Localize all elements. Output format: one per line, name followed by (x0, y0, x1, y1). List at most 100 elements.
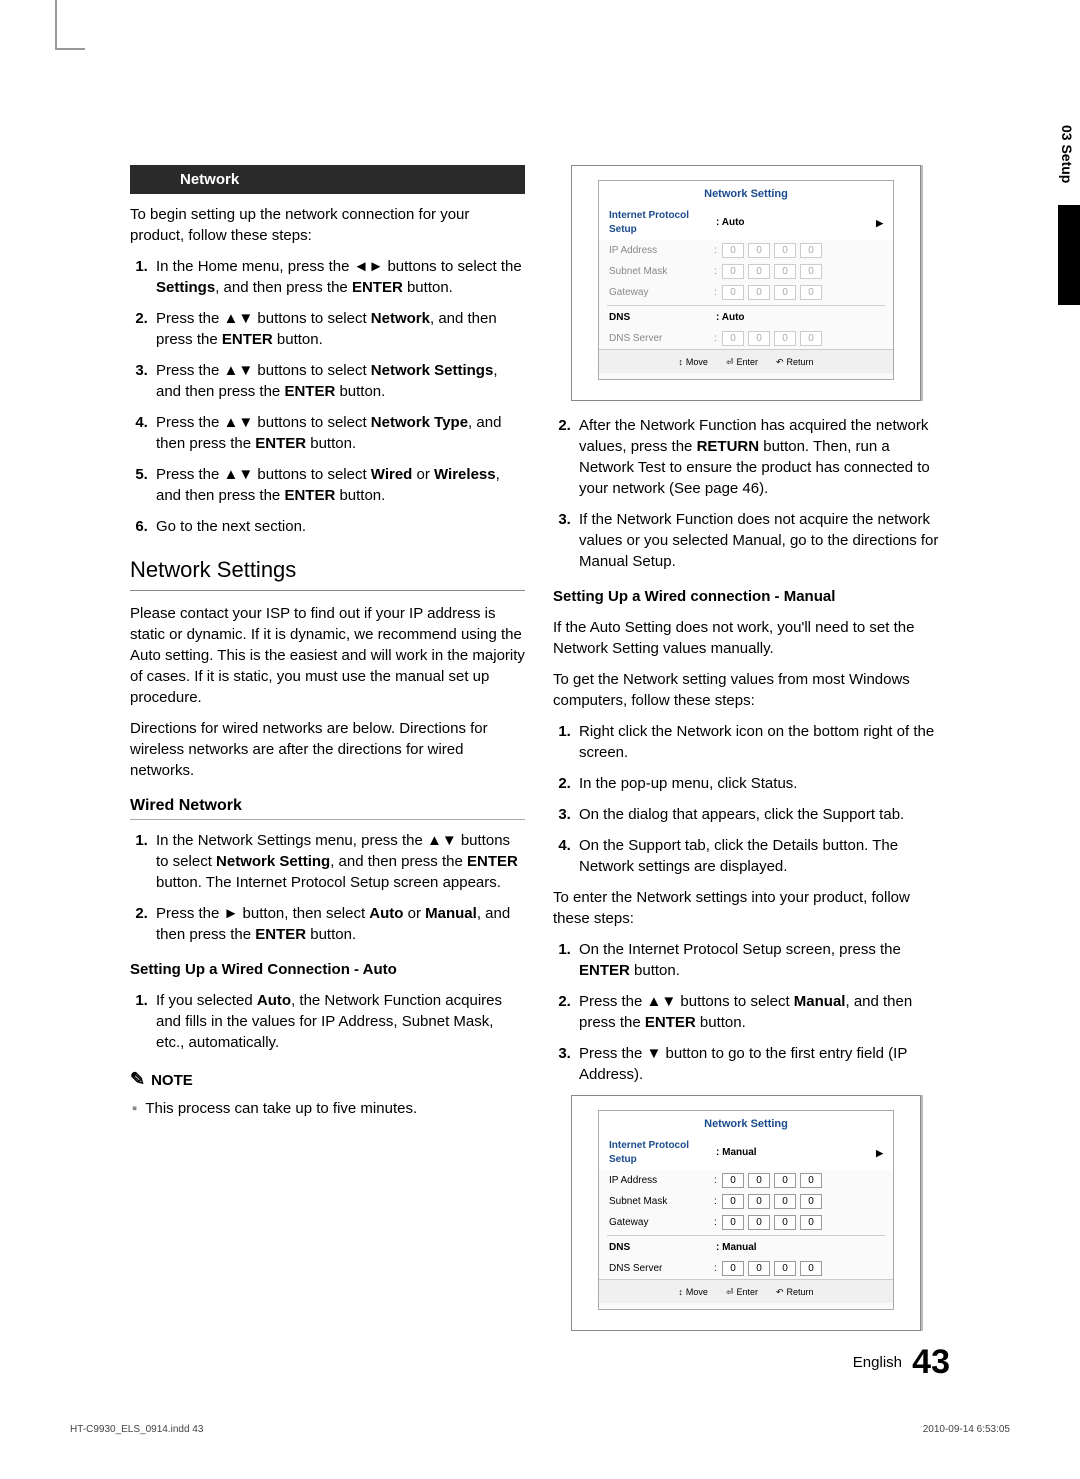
ns-octet[interactable]: 0 (748, 243, 770, 258)
list-item: Press the ▼ button to go to the first en… (575, 1043, 948, 1085)
ns-octet[interactable]: 0 (800, 1261, 822, 1276)
list-item: Press the ▲▼ buttons to select Network S… (152, 360, 525, 402)
list-item: Press the ▲▼ buttons to select Manual, a… (575, 991, 948, 1033)
ns-octet[interactable]: 0 (748, 264, 770, 279)
ns-octet[interactable]: 0 (722, 1215, 744, 1230)
list-item: On the Support tab, click the Details bu… (575, 835, 948, 877)
list-item: Press the ▲▼ buttons to select Network, … (152, 308, 525, 350)
chevron-right-icon[interactable]: ▶ (876, 217, 883, 230)
list-item: Go to the next section. (152, 516, 525, 537)
wired-heading: Wired Network (130, 795, 525, 820)
list-item: If you selected Auto, the Network Functi… (152, 990, 525, 1053)
list-item: Press the ► button, then select Auto or … (152, 903, 525, 945)
print-file: HT-C9930_ELS_0914.indd 43 (70, 1423, 203, 1437)
list-item: In the Network Settings menu, press the … (152, 830, 525, 893)
ns-octet[interactable]: 0 (748, 1194, 770, 1209)
ns-row: Subnet Mask:0000 (599, 261, 893, 282)
ns-octet[interactable]: 0 (722, 1194, 744, 1209)
left-column: Network To begin setting up the network … (130, 165, 525, 1345)
ns-row: Internet Protocol Setup: Manual▶ (599, 1136, 893, 1170)
manual-steps-b: On the Internet Protocol Setup screen, p… (553, 939, 948, 1085)
manual-page: 03 Setup Network To begin setting up the… (0, 0, 1080, 1479)
manual-intro1: If the Auto Setting does not work, you'l… (553, 617, 948, 659)
ns-row: IP Address:0000 (599, 240, 893, 261)
ns-row: Subnet Mask:0000 (599, 1191, 893, 1212)
ns-row: DNS Server:0000 (599, 1258, 893, 1279)
note-heading: ✎NOTE (130, 1067, 525, 1092)
ns-row: DNS Server:0000 (599, 328, 893, 349)
ns-row: Gateway:0000 (599, 282, 893, 303)
side-tab: 03 Setup (1045, 125, 1080, 665)
ns-footer: ↕ Move⏎ Enter↶ Return (599, 349, 893, 373)
ns-octet[interactable]: 0 (800, 331, 822, 346)
manual-steps-a: Right click the Network icon on the bott… (553, 721, 948, 877)
list-item: On the Internet Protocol Setup screen, p… (575, 939, 948, 981)
network-settings-heading: Network Settings (130, 555, 525, 591)
ns-row: IP Address:0000 (599, 1170, 893, 1191)
note-list: This process can take up to five minutes… (130, 1098, 525, 1119)
ns-title: Network Setting (599, 1111, 893, 1136)
ns-octet[interactable]: 0 (800, 1215, 822, 1230)
crop-mark (55, 0, 85, 50)
network-setting-screenshot-manual: Network SettingInternet Protocol Setup: … (571, 1095, 921, 1331)
page-footer: English 43 (853, 1339, 950, 1387)
ns-octet[interactable]: 0 (748, 1261, 770, 1276)
ns-octet[interactable]: 0 (748, 1215, 770, 1230)
ns-row: Internet Protocol Setup: Auto▶ (599, 206, 893, 240)
ns-octet[interactable]: 0 (774, 264, 796, 279)
auto-heading: Setting Up a Wired Connection - Auto (130, 959, 525, 980)
list-item: In the pop-up menu, click Status. (575, 773, 948, 794)
ns-octet[interactable]: 0 (722, 331, 744, 346)
ns-para2: Directions for wired networks are below.… (130, 718, 525, 781)
ns-octet[interactable]: 0 (800, 285, 822, 300)
right-column: Network SettingInternet Protocol Setup: … (553, 165, 948, 1345)
list-item: Press the ▲▼ buttons to select Wired or … (152, 464, 525, 506)
ns-octet[interactable]: 0 (774, 1261, 796, 1276)
ns-octet[interactable]: 0 (722, 1173, 744, 1188)
ns-octet[interactable]: 0 (774, 285, 796, 300)
ns-octet[interactable]: 0 (800, 264, 822, 279)
note-icon: ✎ (130, 1069, 145, 1089)
ns-octet[interactable]: 0 (774, 1173, 796, 1188)
auto-steps: If you selected Auto, the Network Functi… (130, 990, 525, 1053)
tab-marker (1058, 205, 1080, 305)
section-tab-label: 03 Setup (1056, 125, 1076, 183)
ns-octet[interactable]: 0 (800, 1173, 822, 1188)
print-footer: HT-C9930_ELS_0914.indd 43 2010-09-14 6:5… (70, 1423, 1010, 1437)
chevron-right-icon[interactable]: ▶ (876, 1147, 883, 1160)
wired-steps: In the Network Settings menu, press the … (130, 830, 525, 945)
ns-octet[interactable]: 0 (774, 1215, 796, 1230)
ns-octet[interactable]: 0 (774, 243, 796, 258)
print-timestamp: 2010-09-14 6:53:05 (923, 1423, 1010, 1437)
ns-octet[interactable]: 0 (722, 1261, 744, 1276)
ns-octet[interactable]: 0 (722, 243, 744, 258)
ns-row: Gateway:0000 (599, 1212, 893, 1233)
footer-language: English (853, 1354, 902, 1371)
ns-octet[interactable]: 0 (748, 331, 770, 346)
ns-octet[interactable]: 0 (774, 331, 796, 346)
ns-title: Network Setting (599, 181, 893, 206)
list-item: If the Network Function does not acquire… (575, 509, 948, 572)
ns-para1: Please contact your ISP to find out if y… (130, 603, 525, 708)
setup-steps: In the Home menu, press the ◄► buttons t… (130, 256, 525, 537)
manual-intro2: To get the Network setting values from m… (553, 669, 948, 711)
network-header: Network (130, 165, 525, 194)
list-item: After the Network Function has acquired … (575, 415, 948, 499)
ns-octet[interactable]: 0 (800, 243, 822, 258)
manual-heading: Setting Up a Wired connection - Manual (553, 586, 948, 607)
col2-steps: After the Network Function has acquired … (553, 415, 948, 572)
ns-octet[interactable]: 0 (722, 285, 744, 300)
ns-octet[interactable]: 0 (748, 285, 770, 300)
ns-octet[interactable]: 0 (800, 1194, 822, 1209)
ns-row: DNS: Manual (599, 1238, 893, 1258)
list-item: On the dialog that appears, click the Su… (575, 804, 948, 825)
ns-octet[interactable]: 0 (748, 1173, 770, 1188)
ns-row: DNS: Auto (599, 308, 893, 328)
intro-text: To begin setting up the network connecti… (130, 204, 525, 246)
content-columns: Network To begin setting up the network … (130, 165, 950, 1345)
ns-octet[interactable]: 0 (722, 264, 744, 279)
ns-octet[interactable]: 0 (774, 1194, 796, 1209)
ns-footer: ↕ Move⏎ Enter↶ Return (599, 1279, 893, 1303)
list-item: Press the ▲▼ buttons to select Network T… (152, 412, 525, 454)
network-setting-screenshot-auto: Network SettingInternet Protocol Setup: … (571, 165, 921, 401)
